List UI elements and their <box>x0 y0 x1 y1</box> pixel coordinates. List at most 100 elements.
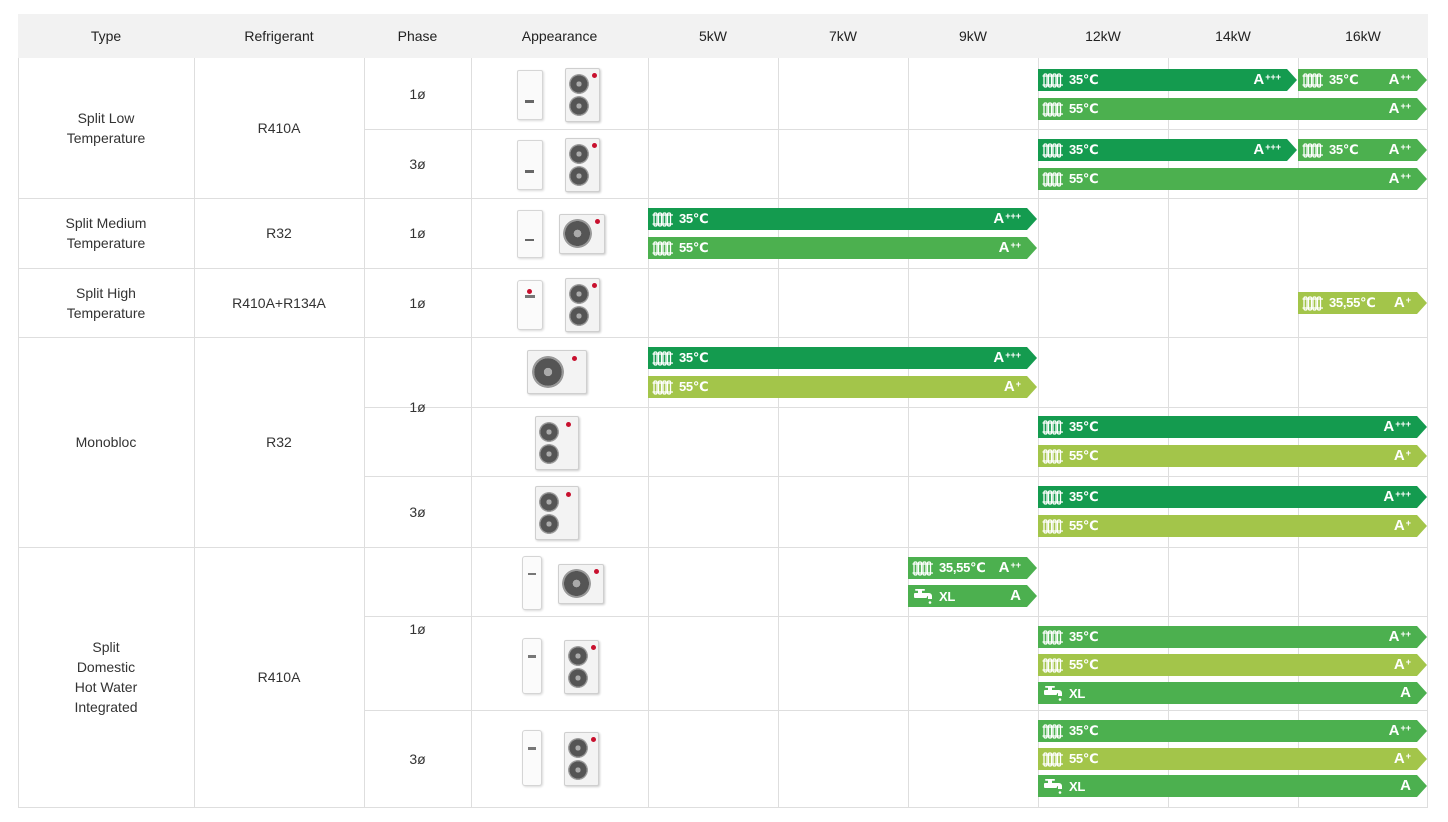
radiator-icon <box>1302 71 1324 89</box>
rating-label: 55℃ <box>679 379 709 394</box>
type-monobloc: Monobloc <box>75 434 137 450</box>
rating-grade: A+ <box>1393 447 1411 464</box>
energy-rating-bar: 35,55℃ A++ <box>908 557 1037 579</box>
rating-label: 55℃ <box>1069 448 1099 463</box>
rating-plus: ++ <box>1400 629 1411 639</box>
energy-rating-bar: 35℃ A++ <box>1038 720 1427 742</box>
energy-rating-bar: 35,55℃ A+ <box>1298 292 1427 314</box>
rating-plus: +++ <box>1265 142 1281 152</box>
tank-outdoor-unit-image <box>522 556 608 610</box>
radiator-icon <box>1042 488 1064 506</box>
rating-grade: A+++ <box>993 210 1021 227</box>
rating-plus: ++ <box>1400 171 1411 181</box>
rating-label: 35℃ <box>1069 629 1099 644</box>
rating-grade: A <box>1400 777 1411 794</box>
rating-label: 35,55℃ <box>1329 295 1376 310</box>
phase-cell: 1ø <box>409 398 426 415</box>
radiator-icon <box>1042 656 1064 674</box>
radiator-icon <box>1042 517 1064 535</box>
phase-cell: 1ø <box>409 85 426 102</box>
rating-label: XL <box>1069 778 1086 794</box>
rating-plus: ++ <box>1400 101 1411 111</box>
type-split-dhw-integrated: Split Domestic Hot Water Integrated <box>74 639 138 715</box>
rating-plus: ++ <box>1010 560 1021 570</box>
energy-rating-bar: 55℃ A+ <box>1038 515 1427 537</box>
radiator-icon <box>1042 447 1064 465</box>
rating-label: 35℃ <box>1329 142 1359 157</box>
rating-label: 55℃ <box>1069 101 1099 116</box>
indoor-outdoor-unit-image <box>517 208 607 258</box>
rating-plus: ++ <box>1400 72 1411 82</box>
energy-rating-bar: 55℃ A++ <box>1038 98 1427 120</box>
energy-rating-bar: 35℃ A+++ <box>1038 69 1297 91</box>
rating-label: 55℃ <box>1069 657 1099 672</box>
rating-label: 55℃ <box>679 240 709 255</box>
energy-rating-bar: 55℃ A+ <box>1038 748 1427 770</box>
energy-rating-bar: 35℃ A++ <box>1038 626 1427 648</box>
rating-plus: ++ <box>1400 723 1411 733</box>
energy-rating-bar: 55℃ A+ <box>1038 445 1427 467</box>
faucet-icon <box>1042 777 1064 795</box>
header-12kw: 12kW <box>1038 14 1168 58</box>
rating-plus: ++ <box>1400 142 1411 152</box>
rating-grade: A++ <box>1388 71 1411 88</box>
tank-outdoor-unit-image <box>522 638 602 694</box>
type-split-medium-temperature: Split Medium Temperature <box>65 215 147 251</box>
rating-label: 35℃ <box>1069 142 1099 157</box>
rating-label: 55℃ <box>1069 171 1099 186</box>
refrigerant-cell: R32 <box>266 225 292 241</box>
phase-cell: 1ø <box>409 294 426 311</box>
energy-rating-bar: 35℃ A+++ <box>1038 139 1297 161</box>
header-9kw: 9kW <box>908 14 1038 58</box>
header-16kw: 16kW <box>1298 14 1428 58</box>
phase-cell: 3ø <box>409 750 426 767</box>
energy-rating-bar: 55℃ A++ <box>648 237 1037 259</box>
energy-rating-bar: 35℃ A+++ <box>1038 416 1427 438</box>
phase-cell: 1ø <box>409 620 426 637</box>
radiator-icon <box>1042 628 1064 646</box>
radiator-icon <box>912 559 934 577</box>
tank-outdoor-unit-image <box>522 730 602 786</box>
rating-grade: A+ <box>1393 294 1411 311</box>
energy-rating-bar: 35℃ A+++ <box>1038 486 1427 508</box>
indoor-outdoor-unit-image <box>517 138 601 192</box>
radiator-icon <box>1042 141 1064 159</box>
rating-label: 35℃ <box>679 211 709 226</box>
header-phase: Phase <box>364 14 471 58</box>
indoor-outdoor-unit-image <box>517 68 601 122</box>
rating-grade: A++ <box>998 559 1021 576</box>
monobloc-unit-image <box>535 416 583 472</box>
energy-rating-bar: 35℃ A+++ <box>648 347 1037 369</box>
energy-rating-bar: 35℃ A++ <box>1298 69 1427 91</box>
rating-label: 35℃ <box>1329 72 1359 87</box>
energy-rating-bar: XL A <box>908 585 1037 607</box>
rating-plus: +++ <box>1005 350 1021 360</box>
rating-plus: + <box>1405 448 1411 458</box>
radiator-icon <box>1302 294 1324 312</box>
energy-rating-bar: 55℃ A+ <box>648 376 1037 398</box>
rating-label: 35℃ <box>1069 489 1099 504</box>
refrigerant-cell: R410A+R134A <box>232 294 326 311</box>
radiator-icon <box>652 349 674 367</box>
rating-grade: A++ <box>1388 100 1411 117</box>
rating-plus: + <box>1405 295 1411 305</box>
rating-plus: ++ <box>1010 240 1021 250</box>
refrigerant-cell: R410A <box>257 120 301 136</box>
monobloc-unit-image <box>527 350 589 395</box>
rating-label: 35℃ <box>1069 419 1099 434</box>
rating-plus: +++ <box>1005 211 1021 221</box>
radiator-icon <box>1042 418 1064 436</box>
radiator-icon <box>1042 750 1064 768</box>
rating-label: 55℃ <box>1069 751 1099 766</box>
header-5kw: 5kW <box>648 14 778 58</box>
refrigerant-cell: R410A <box>257 669 301 685</box>
radiator-icon <box>652 378 674 396</box>
rating-plus: +++ <box>1395 419 1411 429</box>
tank-outdoor-unit-image <box>517 278 601 332</box>
radiator-icon <box>652 239 674 257</box>
radiator-icon <box>1042 170 1064 188</box>
rating-plus: + <box>1015 379 1021 389</box>
rating-label: 35℃ <box>1069 72 1099 87</box>
energy-rating-bar: 35℃ A++ <box>1298 139 1427 161</box>
rating-grade: A++ <box>1388 722 1411 739</box>
